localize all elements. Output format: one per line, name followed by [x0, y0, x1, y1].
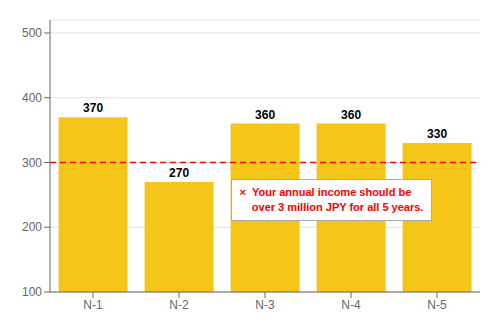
svg-text:N-1: N-1 [83, 298, 103, 312]
svg-text:N-4: N-4 [341, 298, 361, 312]
svg-text:330: 330 [427, 127, 447, 141]
html-text:over 3 million JPY for all 5 y: over 3 million JPY for all 5 years. [239, 200, 424, 213]
svg-text:N-2: N-2 [169, 298, 189, 312]
svg-text:N-3: N-3 [255, 298, 275, 312]
html-text:× Your annual income should be: × Your annual income should be [239, 185, 412, 198]
svg-text:200: 200 [22, 220, 42, 234]
svg-text:360: 360 [341, 108, 361, 122]
svg-text:100: 100 [22, 285, 42, 299]
svg-text:370: 370 [83, 101, 103, 115]
svg-text:300: 300 [22, 156, 42, 170]
svg-text:270: 270 [169, 166, 189, 180]
svg-text:360: 360 [255, 108, 275, 122]
svg-text:500: 500 [22, 26, 42, 40]
svg-text:400: 400 [22, 91, 42, 105]
svg-text:N-5: N-5 [427, 298, 447, 312]
